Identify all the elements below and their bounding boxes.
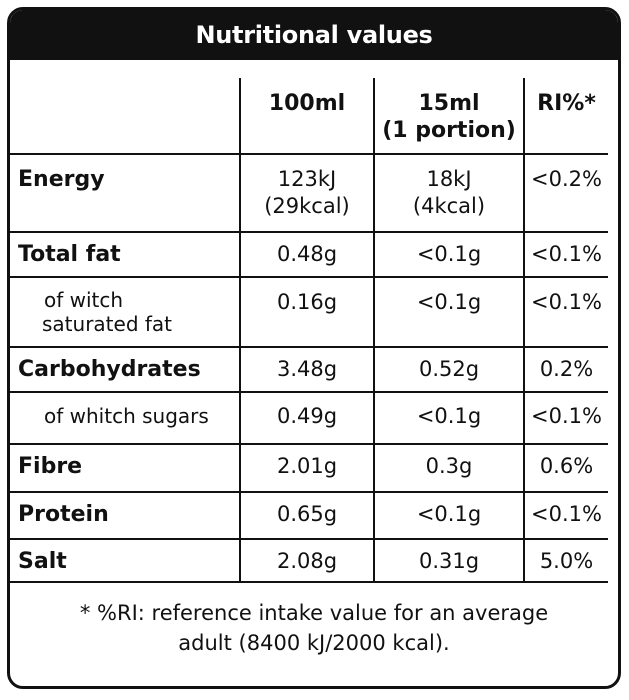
grid-line xyxy=(10,346,608,348)
sugars-ri: <0.1% xyxy=(531,404,602,428)
row-label-carbohydrates: Carbohydrates xyxy=(18,357,201,382)
total-fat-ri: <0.1% xyxy=(531,242,602,266)
column-header-100ml: 100ml xyxy=(241,90,373,117)
energy-100ml: 123kJ (29kcal) xyxy=(241,166,373,220)
energy-15ml: 18kJ (4kcal) xyxy=(375,166,523,220)
grid-line xyxy=(373,78,375,583)
sugars-100ml: 0.49g xyxy=(276,404,338,428)
energy-100ml-kcal: (29kcal) xyxy=(264,194,350,218)
protein-ri: <0.1% xyxy=(531,502,602,526)
grid-line xyxy=(10,538,608,540)
energy-15ml-kcal: (4kcal) xyxy=(412,194,486,218)
column-header-ri-text: RI%* xyxy=(537,91,596,116)
column-header-ri: RI%* xyxy=(525,90,608,117)
nutrition-panel: Nutritional values 100ml 15ml (1 portion… xyxy=(7,7,621,689)
fibre-15ml: 0.3g xyxy=(425,454,473,478)
saturated-fat-15ml: <0.1g xyxy=(416,290,482,314)
row-label-total-fat: Total fat xyxy=(18,242,121,267)
carbohydrates-ri: 0.2% xyxy=(539,357,594,381)
row-label-salt: Salt xyxy=(18,549,67,574)
saturated-fat-100ml: 0.16g xyxy=(276,290,338,314)
fibre-100ml: 2.01g xyxy=(276,454,338,478)
grid-line xyxy=(10,231,608,233)
protein-100ml: 0.65g xyxy=(276,502,338,526)
grid-line xyxy=(10,491,608,493)
grid-line xyxy=(10,153,608,155)
salt-ri: 5.0% xyxy=(539,549,594,573)
grid-line xyxy=(523,78,525,583)
fibre-ri: 0.6% xyxy=(539,454,594,478)
salt-15ml: 0.31g xyxy=(418,549,480,573)
row-label-protein: Protein xyxy=(18,502,109,527)
saturated-fat-label-line1: of witch xyxy=(44,288,124,312)
grid-line xyxy=(10,443,608,445)
grid-line xyxy=(10,581,608,583)
energy-ri: <0.2% xyxy=(531,167,602,191)
footnote-line2: adult (8400 kJ/2000 kcal). xyxy=(178,631,450,655)
sugars-15ml: <0.1g xyxy=(416,404,482,428)
energy-100ml-kj: 123kJ xyxy=(277,167,337,191)
footnote-line1: * %RI: reference intake value for an ave… xyxy=(79,601,549,625)
saturated-fat-label-line2: saturated fat xyxy=(42,312,173,336)
grid-line xyxy=(10,391,608,393)
grid-line xyxy=(10,276,608,278)
column-header-100ml-text: 100ml xyxy=(268,91,346,116)
total-fat-100ml: 0.48g xyxy=(276,242,338,266)
total-fat-15ml: <0.1g xyxy=(416,242,482,266)
grid-line xyxy=(239,78,241,583)
carbohydrates-100ml: 3.48g xyxy=(276,357,338,381)
energy-15ml-kj: 18kJ xyxy=(426,167,472,191)
row-label-saturated-fat: of witch saturated fat xyxy=(42,288,173,336)
column-header-15ml-line1: 15ml xyxy=(418,91,480,116)
footnote: * %RI: reference intake value for an ave… xyxy=(10,598,618,658)
saturated-fat-ri: <0.1% xyxy=(531,290,602,314)
row-label-sugars: of whitch sugars xyxy=(44,404,209,428)
panel-title: Nutritional values xyxy=(10,10,618,60)
column-header-15ml: 15ml (1 portion) xyxy=(375,90,523,144)
protein-15ml: <0.1g xyxy=(416,502,482,526)
column-header-15ml-line2: (1 portion) xyxy=(382,118,516,143)
row-label-energy: Energy xyxy=(18,167,105,192)
salt-100ml: 2.08g xyxy=(276,549,338,573)
carbohydrates-15ml: 0.52g xyxy=(418,357,480,381)
row-label-fibre: Fibre xyxy=(18,454,83,479)
